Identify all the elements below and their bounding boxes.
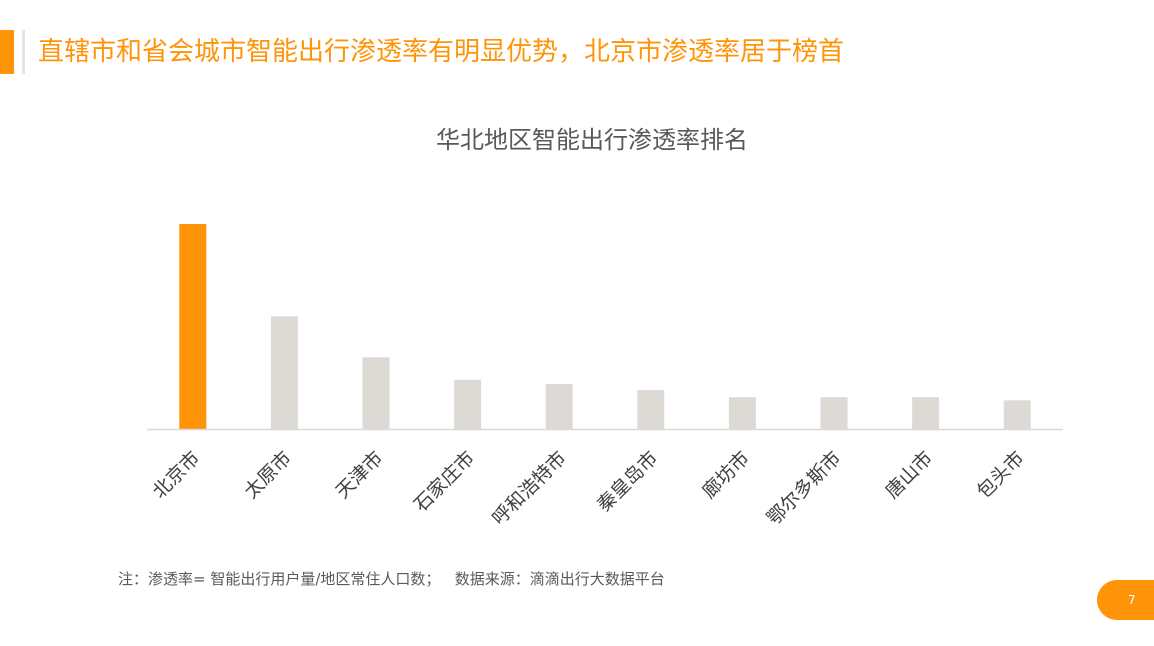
slide-title: 直辖市和省会城市智能出行渗透率有明显优势，北京市渗透率居于榜首	[38, 37, 845, 67]
category-label-9: 唐山市	[881, 447, 937, 503]
category-label-3: 天津市	[332, 447, 388, 503]
page-number: 7	[1128, 593, 1136, 607]
bar-1	[179, 224, 207, 429]
bar-chart: 华北地区智能出行渗透率排名 北京市 太原市 天津市 石家庄市 呼和浩特市 秦皇岛市 廊坊市鄂…	[147, 126, 1063, 530]
page-number-badge	[1097, 580, 1154, 620]
title-accent-bar	[0, 30, 14, 74]
bar-10	[1003, 400, 1031, 429]
category-label-5: 呼和浩特市	[488, 447, 571, 530]
bar-4	[454, 379, 482, 429]
bar-7	[728, 397, 756, 429]
category-label-6: 秦皇岛市	[593, 447, 662, 516]
bar-8	[820, 397, 848, 429]
bar-2	[270, 316, 298, 430]
category-label-7: 廊坊市	[698, 447, 754, 503]
bar-5	[545, 383, 573, 429]
category-label-1: 北京市	[148, 447, 204, 503]
bar-group	[179, 224, 1031, 430]
chart-title: 华北地区智能出行渗透率排名	[436, 126, 748, 154]
category-label-10: 包头市	[973, 447, 1029, 503]
category-label-8: 鄂尔多斯市	[763, 447, 846, 530]
bar-6	[637, 390, 665, 430]
title-divider	[22, 30, 25, 74]
category-label-2: 太原市	[240, 447, 296, 503]
bar-9	[912, 397, 940, 429]
category-label-4: 石家庄市	[410, 447, 479, 516]
category-label-group: 北京市 太原市 天津市 石家庄市 呼和浩特市 秦皇岛市 廊坊市 鄂尔多斯市 唐山市 包头市	[148, 447, 1028, 530]
bar-3	[362, 357, 390, 430]
footnote: 注：渗透率= 智能出行用户量/地区常住人口数； 数据来源：滴滴出行大数据平台	[118, 570, 665, 588]
